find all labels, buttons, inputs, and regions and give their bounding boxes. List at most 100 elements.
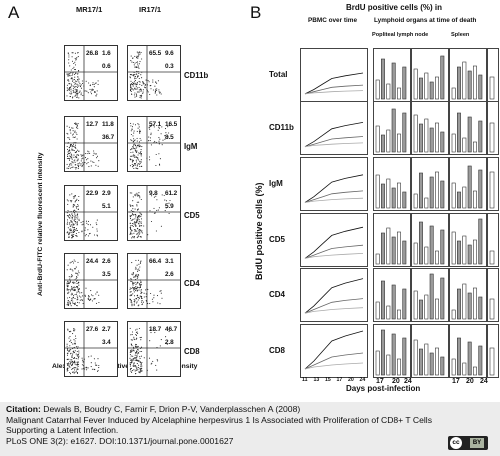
facs-event-dot bbox=[139, 262, 142, 264]
pbmc-series-line bbox=[304, 298, 364, 314]
facs-event-dot bbox=[129, 364, 131, 366]
facs-event-dot bbox=[67, 151, 69, 153]
facs-event-dot bbox=[129, 291, 131, 293]
facs-event-dot bbox=[93, 152, 95, 154]
facs-event-dot bbox=[70, 86, 72, 88]
facs-event-dot bbox=[129, 214, 131, 217]
facs-event-dot bbox=[67, 203, 69, 205]
facs-scatter bbox=[65, 46, 117, 100]
facs-event-dot bbox=[131, 93, 133, 95]
facs-event-dot bbox=[132, 272, 134, 274]
facs-event-dot bbox=[156, 89, 158, 92]
panel-a-x-axis-label: Alexa 633 -GAM relative fluorescent inte… bbox=[52, 363, 198, 370]
facs-event-dot bbox=[130, 87, 132, 89]
facs-event-dot bbox=[70, 268, 72, 270]
facs-event-dot bbox=[136, 88, 138, 90]
facs-event-dot bbox=[141, 369, 143, 371]
facs-event-dot bbox=[69, 200, 71, 202]
facs-event-dot bbox=[74, 201, 76, 203]
facs-event-dot bbox=[81, 158, 83, 160]
organ-bar bbox=[424, 294, 429, 320]
facs-event-dot bbox=[82, 157, 84, 159]
facs-event-dot bbox=[140, 95, 143, 97]
facs-event-dot bbox=[77, 297, 79, 299]
pbmc-day-tick: 11 bbox=[302, 377, 308, 383]
cc-by-license-badge[interactable]: cc BY bbox=[448, 436, 488, 450]
panel-b-cell-plot bbox=[375, 58, 407, 100]
facs-event-dot bbox=[68, 364, 70, 366]
pbmc-series-line bbox=[304, 190, 364, 203]
facs-event-dot bbox=[135, 66, 137, 68]
facs-event-dot bbox=[137, 214, 140, 217]
pbmc-series-line bbox=[304, 253, 364, 259]
facs-event-dot bbox=[71, 289, 73, 291]
facs-event-dot bbox=[67, 153, 69, 155]
facs-event-dot bbox=[82, 361, 84, 363]
facs-event-dot bbox=[72, 133, 74, 135]
facs-event-dot bbox=[66, 87, 68, 89]
facs-event-dot bbox=[84, 227, 86, 229]
facs-event-dot bbox=[134, 290, 136, 292]
facs-event-dot bbox=[135, 352, 137, 354]
facs-event-dot bbox=[138, 194, 140, 197]
facs-event-dot bbox=[151, 195, 153, 197]
facs-event-dot bbox=[133, 155, 135, 157]
facs-event-dot bbox=[130, 224, 132, 227]
organ-bar bbox=[472, 190, 477, 209]
facs-event-dot bbox=[82, 163, 84, 165]
spleen-heading: Spleen bbox=[451, 32, 470, 38]
facs-event-dot bbox=[139, 266, 141, 268]
facs-event-dot bbox=[158, 126, 160, 128]
facs-event-dot bbox=[160, 290, 162, 292]
facs-event-dot bbox=[132, 236, 134, 238]
quadrant-percent: 2.6 bbox=[165, 271, 174, 278]
facs-event-dot bbox=[75, 122, 77, 124]
facs-event-dot bbox=[138, 220, 140, 222]
facs-event-dot bbox=[130, 231, 132, 233]
facs-event-dot bbox=[136, 94, 138, 96]
facs-event-dot bbox=[76, 221, 78, 223]
facs-event-dot bbox=[73, 342, 75, 344]
facs-event-dot bbox=[140, 368, 142, 370]
facs-event-dot bbox=[135, 225, 137, 227]
facs-event-dot bbox=[74, 136, 76, 139]
facs-event-dot bbox=[74, 144, 77, 146]
facs-event-dot bbox=[66, 212, 68, 214]
facs-event-dot bbox=[67, 73, 69, 75]
facs-event-dot bbox=[155, 164, 157, 167]
facs-event-dot bbox=[73, 86, 75, 88]
facs-event-dot bbox=[130, 287, 132, 289]
panel-b-cell bbox=[373, 48, 411, 102]
facs-event-dot bbox=[72, 206, 74, 208]
facs-event-dot bbox=[80, 221, 82, 223]
facs-event-dot bbox=[131, 223, 133, 225]
facs-event-dot bbox=[135, 284, 137, 286]
facs-event-dot bbox=[133, 140, 135, 142]
facs-event-dot bbox=[74, 229, 76, 231]
facs-event-dot bbox=[148, 126, 150, 128]
facs-event-dot bbox=[130, 300, 132, 302]
facs-event-dot bbox=[135, 273, 137, 275]
facs-event-dot bbox=[73, 90, 75, 92]
facs-event-dot bbox=[75, 216, 77, 218]
organ-bar bbox=[381, 232, 385, 265]
facs-event-dot bbox=[76, 367, 78, 369]
facs-event-dot bbox=[136, 369, 138, 371]
facs-event-dot bbox=[169, 199, 171, 202]
citation-label: Citation: bbox=[6, 404, 41, 414]
facs-event-dot bbox=[158, 207, 160, 209]
organ-bar bbox=[375, 253, 380, 265]
facs-event-dot bbox=[133, 148, 135, 150]
facs-event-dot bbox=[150, 84, 152, 87]
facs-event-dot bbox=[165, 200, 168, 202]
facs-event-dot bbox=[78, 231, 80, 234]
organ-bar bbox=[381, 329, 385, 376]
facs-event-dot bbox=[140, 218, 143, 220]
facs-event-dot bbox=[69, 296, 71, 298]
facs-event-dot bbox=[71, 229, 73, 231]
facs-event-dot bbox=[137, 232, 139, 234]
facs-event-dot bbox=[73, 197, 75, 199]
facs-event-dot bbox=[71, 233, 73, 235]
facs-event-dot bbox=[153, 212, 155, 214]
facs-event-dot bbox=[84, 294, 86, 296]
